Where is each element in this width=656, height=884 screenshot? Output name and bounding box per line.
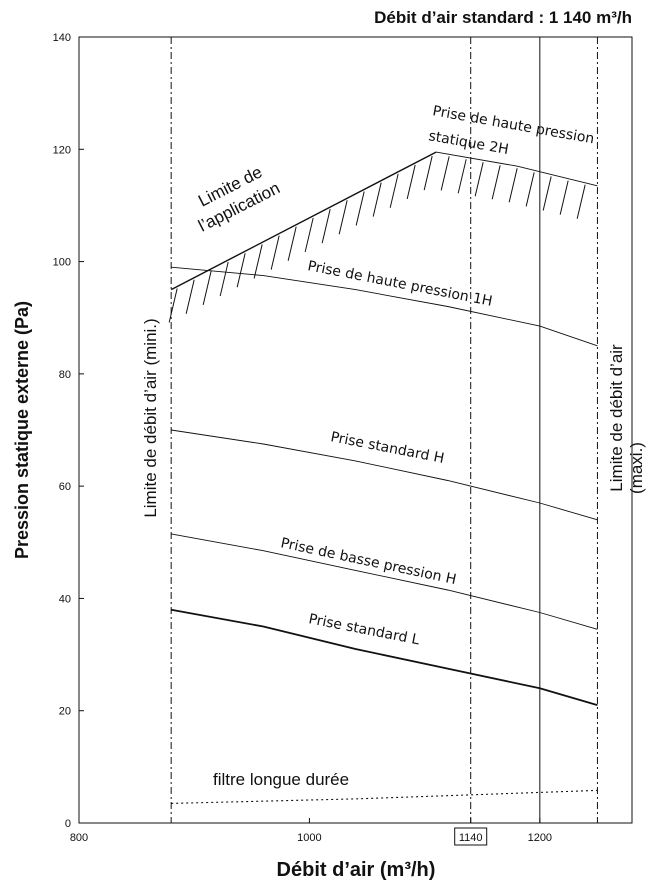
hatch-mark [525,172,535,207]
max-limit-label-line1: Limite de débit d’air [607,344,626,492]
x-axis-title: Débit d’air (m³/h) [277,859,436,881]
filter-curve-label: filtre longue durée [213,770,349,789]
curve-1h-label: Prise de haute pression 1H [306,258,493,310]
hatch-mark [389,173,399,208]
hatch-mark [372,182,382,217]
hatch-mark [236,253,246,288]
x-tick-label: 1000 [297,832,321,844]
hatch-mark [440,156,450,191]
series-line-prise-de-basse-pression-h [171,533,598,630]
application-limit-hatching [168,156,586,323]
hatch-mark [321,208,331,244]
hatch-mark [508,168,518,203]
hatch-mark [423,156,433,191]
series-line-prise-standard-l [171,608,598,706]
y-tick-label: 80 [59,369,71,381]
hatch-mark [338,200,348,235]
x-tick-label: 1140 [459,832,483,844]
chart-title: Débit d’air standard : 1 140 m³/h [374,8,632,27]
series-line-filtre-longue-duree [171,789,598,804]
x-tick-label: 800 [70,832,88,844]
hatch-mark [270,235,280,270]
hatch-mark [474,162,484,197]
hatch-mark [406,164,416,200]
hatch-mark [168,288,178,323]
series-line-prise-de-haute-pression-1h [171,266,598,347]
y-tick-label: 20 [59,706,71,718]
curve-low-h-label: Prise de basse pression H [279,535,458,588]
hatch-mark [304,217,314,253]
hatch-mark [202,270,212,305]
y-axis-title: Pression statique externe (Pa) [12,301,32,559]
x-tick-label: 1200 [528,832,552,844]
curve-std-h-label: Prise standard H [329,429,445,467]
curve-2h-label-line2: statique 2H [427,128,510,158]
hatch-mark [559,180,569,215]
max-limit-label-line2: (maxi.) [627,442,646,494]
x-tick-box [454,827,488,846]
hatch-mark [219,261,229,297]
series-line-prise-standard-h [171,429,598,521]
y-tick-label: 100 [53,257,71,269]
series-line-prise-de-haute-pression-statique-2h [436,151,598,187]
plot-frame [78,36,633,824]
hatch-mark [185,279,195,314]
hatch-mark [576,184,586,219]
series-line-limite-de-l-application [170,151,437,291]
y-tick-label: 40 [59,593,71,605]
hatch-mark [542,176,552,211]
y-tick-label: 60 [59,481,71,493]
min-limit-label: Limite de débit d’air (mini.) [141,318,160,517]
y-tick-label: 140 [53,32,71,44]
hatch-mark [287,226,297,261]
hatch-mark [355,191,365,226]
curve-std-l-label: Prise standard L [307,611,421,648]
hatch-mark [253,244,263,279]
y-tick-label: 0 [65,818,71,830]
hatch-mark [457,159,467,194]
y-tick-label: 120 [53,144,71,156]
hatch-mark [491,165,501,200]
